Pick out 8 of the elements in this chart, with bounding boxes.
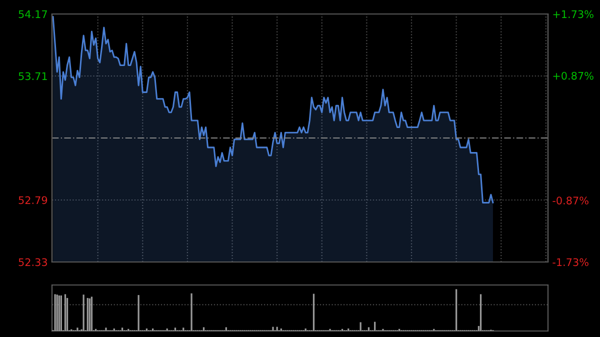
y2-tick-label: -1.73%: [552, 258, 588, 266]
y-tick-label: 54.17: [18, 10, 47, 18]
y-tick-label: 52.79: [18, 196, 48, 204]
y2-tick-label: -0.87%: [552, 196, 588, 204]
y2-tick-label: +0.87%: [553, 72, 594, 80]
y-tick-label: 53.71: [18, 72, 47, 80]
y2-tick-label: +1.73%: [553, 10, 594, 18]
y-tick-label: 52.33: [18, 258, 47, 266]
